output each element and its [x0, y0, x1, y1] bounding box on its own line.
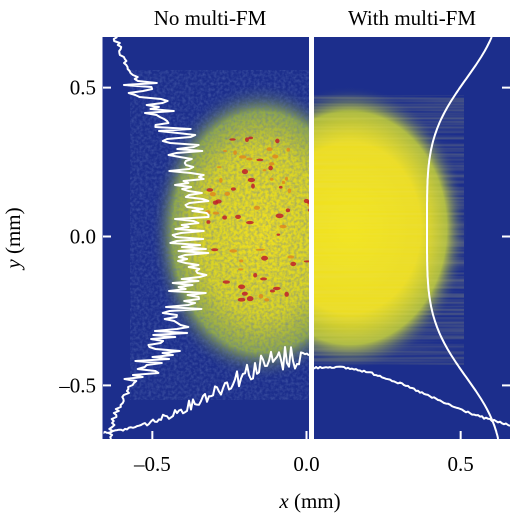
hot-spot: [237, 268, 244, 271]
right-horizontal-profile: [313, 365, 510, 427]
hot-spot: [246, 157, 253, 161]
hot-spot: [255, 248, 263, 251]
hot-spot: [206, 220, 211, 224]
hot-spot: [246, 296, 254, 302]
x-tick-label: –0.5: [133, 452, 171, 476]
x-axis-unit: (mm): [289, 489, 341, 513]
hot-spot: [269, 177, 274, 181]
hot-spot: [275, 213, 284, 219]
y-axis-unit: (mm): [1, 207, 25, 259]
hot-spot: [272, 286, 281, 291]
hot-spot: [223, 149, 227, 153]
hot-spot: [206, 188, 214, 192]
hot-spot: [307, 203, 309, 207]
hot-spot: [307, 208, 309, 212]
hot-spot: [237, 297, 246, 302]
hot-spot: [279, 224, 287, 229]
hot-spot: [238, 284, 246, 290]
hot-spot: [253, 205, 261, 210]
hot-spot: [307, 200, 309, 205]
hot-spot: [268, 165, 273, 171]
hot-spot: [256, 158, 264, 162]
x-tick-label: 0.0: [293, 452, 319, 476]
left-hot-spots: [205, 136, 309, 302]
left-horizontal-profile: [102, 346, 310, 435]
hot-spot: [276, 233, 281, 236]
hot-spot: [266, 147, 273, 152]
panel-title-with-multi-fm: With multi-FM: [348, 6, 476, 30]
hot-spot: [284, 291, 289, 297]
hot-spot: [246, 220, 254, 225]
hot-spot: [258, 293, 264, 299]
y-axis-label: y (mm): [1, 207, 25, 270]
hot-spot: [272, 154, 279, 159]
hot-spot: [303, 260, 309, 263]
hot-spot: [281, 180, 286, 185]
x-axis-variable: x: [278, 489, 289, 513]
hot-spot: [209, 192, 216, 197]
hot-spot: [241, 168, 249, 175]
hot-spot: [251, 183, 255, 189]
hot-spot: [212, 200, 219, 205]
hot-spot: [247, 177, 256, 183]
hot-spot: [248, 136, 254, 140]
hot-spot: [212, 211, 220, 215]
hot-spot: [241, 291, 248, 296]
hot-spot: [290, 261, 297, 267]
panel-title-no-multi-fm: No multi-FM: [154, 6, 267, 30]
right-vertical-profile: [426, 36, 500, 440]
hot-spot: [244, 137, 249, 142]
hot-spot: [285, 208, 291, 213]
hot-spot: [264, 298, 270, 302]
y-tick-label: 0.0: [70, 225, 96, 249]
hot-spot: [229, 138, 236, 141]
y-axis-variable: y: [1, 259, 25, 271]
hot-spot: [229, 249, 238, 253]
hot-spot: [219, 177, 223, 183]
hot-spot: [239, 259, 244, 263]
hot-spot: [278, 185, 283, 189]
left-vertical-profile: [107, 36, 210, 440]
hot-spot: [287, 188, 292, 194]
hot-spot: [262, 168, 267, 172]
hot-spot: [286, 147, 291, 152]
hot-spot: [222, 280, 231, 284]
hot-spot: [268, 162, 275, 166]
left-speckle-noise: [130, 70, 309, 400]
hot-spot: [216, 166, 222, 169]
hot-spot: [211, 248, 219, 252]
hot-spot: [284, 176, 289, 181]
y-tick-label: –0.5: [58, 373, 96, 397]
panel-divider: [309, 37, 314, 439]
right-horizontal-stripes: [314, 95, 464, 365]
axis-ticks: –0.5 0.0 0.5 0.5 0.0 –0.5: [58, 76, 510, 476]
hot-spot: [260, 277, 268, 281]
hot-spot: [287, 255, 295, 259]
hot-spot: [222, 215, 228, 220]
hot-spot: [230, 187, 236, 191]
hot-spot: [233, 150, 237, 155]
hot-spot: [261, 255, 269, 261]
hot-spot: [269, 289, 276, 293]
x-axis-label: x (mm): [278, 489, 340, 513]
intensity-profiles: [102, 36, 510, 440]
hot-spot: [238, 155, 247, 159]
y-tick-label: 0.5: [70, 76, 96, 100]
hot-spot: [235, 214, 241, 219]
x-tick-label: 0.5: [448, 452, 474, 476]
hot-spot: [275, 138, 280, 144]
hot-spot: [253, 272, 258, 278]
left-panel-image: [103, 37, 309, 439]
hot-spot: [224, 191, 231, 196]
